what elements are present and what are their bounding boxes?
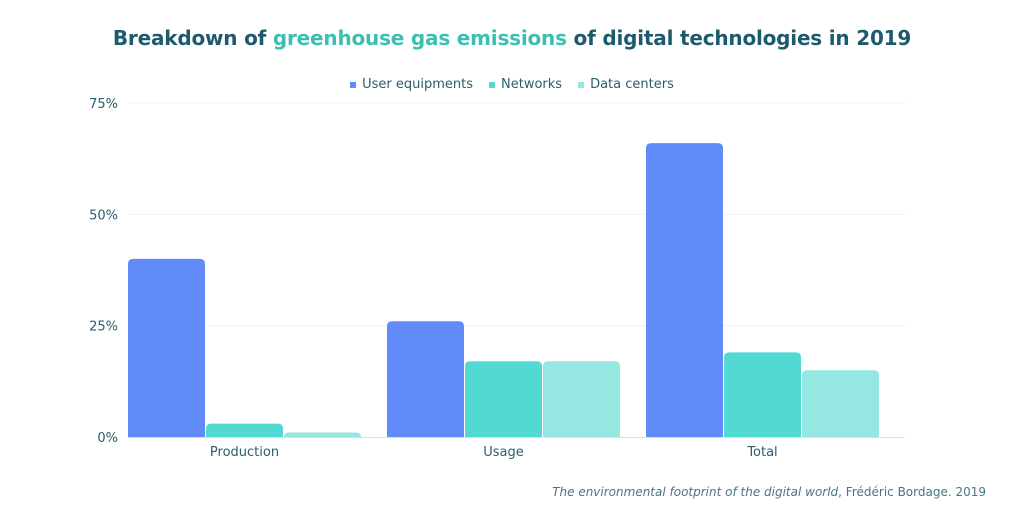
bar-user-equipments-total [646, 143, 723, 437]
legend-label: Networks [501, 77, 563, 92]
bar-networks-total [724, 352, 801, 437]
y-tick-label: 50% [89, 208, 118, 223]
source-work-title: The environmental footprint of the digit… [552, 485, 839, 499]
y-tick-label: 25% [89, 320, 118, 335]
chart-title: Breakdown of greenhouse gas emissions of… [0, 26, 1024, 50]
bar-data-centers-production [284, 432, 361, 437]
title-part-1: Breakdown of [112, 26, 273, 50]
x-tick-label: Production [210, 445, 279, 460]
legend-label: User equipments [362, 77, 474, 92]
legend-item-user-equipments[interactable]: User equipments [350, 77, 473, 92]
legend: User equipments Networks Data centers [0, 77, 1024, 92]
legend-item-data-centers[interactable]: Data centers [578, 77, 674, 92]
legend-swatch [578, 81, 585, 88]
legend-swatch [350, 81, 357, 88]
bar-networks-usage [465, 361, 542, 437]
x-tick-label: Total [746, 445, 777, 460]
x-tick-label: Usage [483, 445, 524, 460]
title-highlight: greenhouse gas emissions [272, 26, 567, 50]
bar-user-equipments-usage [387, 321, 464, 437]
bar-networks-production [206, 423, 283, 437]
title-part-2: of digital technologies in 2019 [566, 26, 912, 50]
y-tick-label: 0% [97, 431, 118, 446]
bar-data-centers-total [802, 370, 879, 437]
y-tick-label: 75% [89, 97, 118, 112]
bar-data-centers-usage [543, 361, 620, 437]
source-author-year: , Frédéric Bordage. 2019 [838, 485, 986, 499]
source-citation: The environmental footprint of the digit… [552, 485, 986, 499]
legend-swatch [489, 81, 496, 88]
legend-item-networks[interactable]: Networks [489, 77, 562, 92]
bar-user-equipments-production [128, 258, 205, 437]
legend-label: Data centers [590, 77, 674, 92]
